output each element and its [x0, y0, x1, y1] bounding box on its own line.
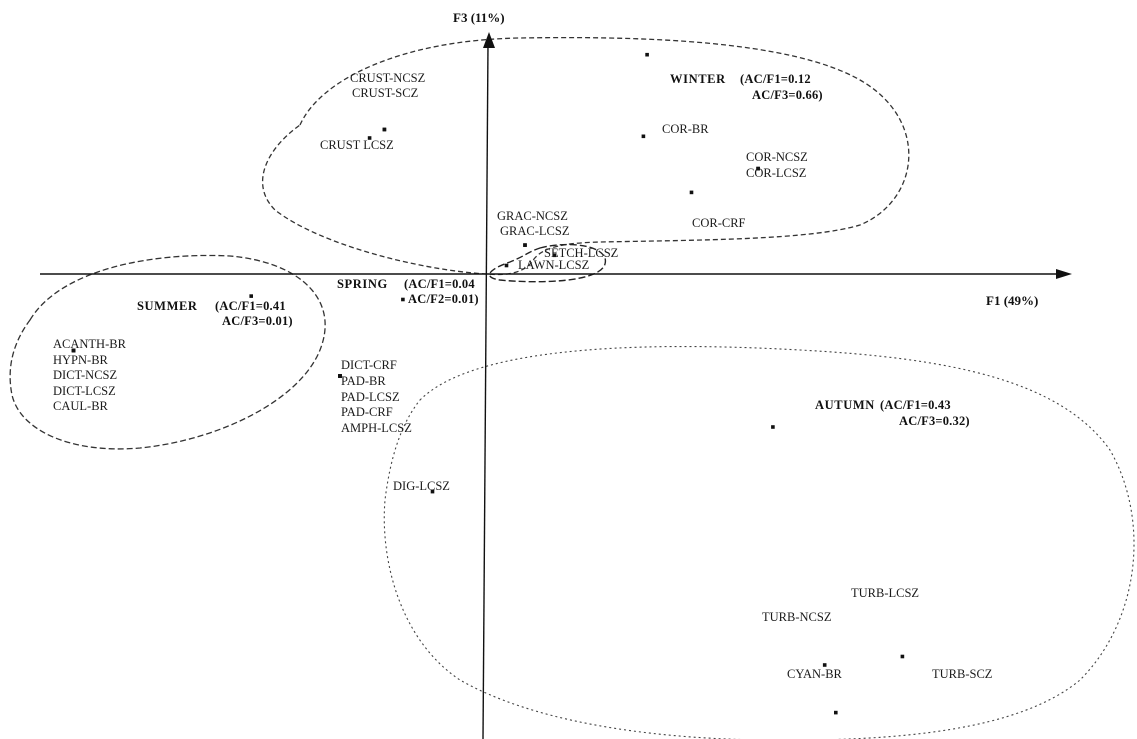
y-axis-arrow [483, 32, 495, 48]
data-point-lawn-lcsz [504, 263, 509, 268]
season-ac-autumn-2: AC/F3=0.32) [899, 414, 970, 428]
data-point-turb-lcsz [900, 654, 905, 659]
data-point-cor-lcsz [756, 166, 760, 171]
data-point-turb-ncsz [822, 663, 827, 667]
point-label-dig-lcsz: DIG-LCSZ [393, 479, 450, 493]
season-ac-spring-1: (AC/F1=0.04 [404, 277, 475, 291]
point-label-cor-crf: COR-CRF [692, 216, 746, 230]
point-label-crust-scz: CRUST-SCZ [352, 86, 418, 100]
point-label-cor-br: COR-BR [662, 122, 709, 136]
season-ac-autumn-1: (AC/F1=0.43 [880, 398, 951, 412]
data-point-cor-br [641, 134, 646, 139]
point-label-pad-lcsz: PAD-LCSZ [341, 390, 400, 404]
data-point-cyan-br [834, 710, 838, 715]
y-axis [482, 43, 489, 739]
season-ac-summer-1: (AC/F1=0.41 [215, 299, 286, 313]
data-point-dig-lcsz [430, 489, 435, 494]
point-label-dict-lcsz: DICT-LCSZ [53, 384, 116, 398]
points-layer [71, 127, 905, 715]
point-label-cor-lcsz: COR-LCSZ [746, 166, 806, 180]
season-label-summer: SUMMER [137, 299, 198, 313]
point-label-dict-crf: DICT-CRF [341, 358, 397, 372]
group-outlines [9, 36, 1135, 739]
data-point-crust-lcsz [367, 136, 372, 140]
point-label-turb-ncsz: TURB-NCSZ [762, 610, 831, 624]
point-label-lawn-lcsz: LAWN-LCSZ [518, 258, 589, 272]
axes: F1 (49%) F3 (11%) [40, 10, 1072, 739]
point-label-grac-ncsz: GRAC-NCSZ [497, 209, 568, 223]
data-point-setch-lcsz [552, 253, 557, 258]
season-point-winter [645, 52, 649, 57]
season-point-summer [249, 294, 253, 298]
point-label-caul-br: CAUL-BR [53, 399, 109, 413]
point-label-pad-br: PAD-BR [341, 374, 386, 388]
point-label-turb-scz: TURB-SCZ [932, 667, 992, 681]
group-outline-winter [261, 36, 910, 276]
point-label-grac-lcsz: GRAC-LCSZ [500, 224, 569, 238]
season-ac-summer-2: AC/F3=0.01) [222, 314, 293, 328]
data-point-caul-br [71, 348, 76, 353]
group-outline-summer [9, 254, 326, 450]
data-point-cor-crf [689, 190, 694, 195]
x-axis-arrow [1056, 269, 1072, 279]
point-label-dict-ncsz: DICT-NCSZ [53, 368, 117, 382]
season-label-spring: SPRING [337, 277, 388, 291]
season-point-autumn [771, 425, 775, 429]
season-label-winter: WINTER [670, 72, 726, 86]
season-ac-winter-1: (AC/F1=0.12 [740, 72, 811, 86]
season-layer: WINTER (AC/F1=0.12 AC/F3=0.66) SPRING (AC/F1… [137, 52, 970, 429]
group-outline-spring-inner [488, 243, 606, 283]
season-ac-spring-2: AC/F2=0.01) [408, 292, 479, 306]
point-label-cyan-br: CYAN-BR [787, 667, 843, 681]
point-label-crust-ncsz: CRUST-NCSZ [350, 71, 425, 85]
point-label-turb-lcsz: TURB-LCSZ [851, 586, 919, 600]
point-label-crust-lcsz: CRUST LCSZ [320, 138, 394, 152]
x-axis-label: F1 (49%) [986, 293, 1038, 308]
group-outline-autumn [383, 345, 1135, 739]
point-label-hypn-br: HYPN-BR [53, 353, 109, 367]
season-point-spring [401, 297, 405, 302]
point-label-pad-crf: PAD-CRF [341, 405, 393, 419]
season-ac-winter-2: AC/F3=0.66) [752, 88, 823, 102]
data-point-amph-lcsz [338, 374, 342, 378]
point-label-amph-lcsz: AMPH-LCSZ [341, 421, 412, 435]
data-point-crust-scz [382, 127, 387, 132]
point-label-setch-lcsz: SETCH-LCSZ [544, 246, 618, 260]
point-label-acanth-br: ACANTH-BR [53, 337, 127, 351]
data-point-grac-lcsz [523, 243, 527, 247]
point-label-cor-ncsz: COR-NCSZ [746, 150, 808, 164]
y-axis-label: F3 (11%) [453, 10, 505, 25]
season-label-autumn: AUTUMN [815, 398, 875, 412]
